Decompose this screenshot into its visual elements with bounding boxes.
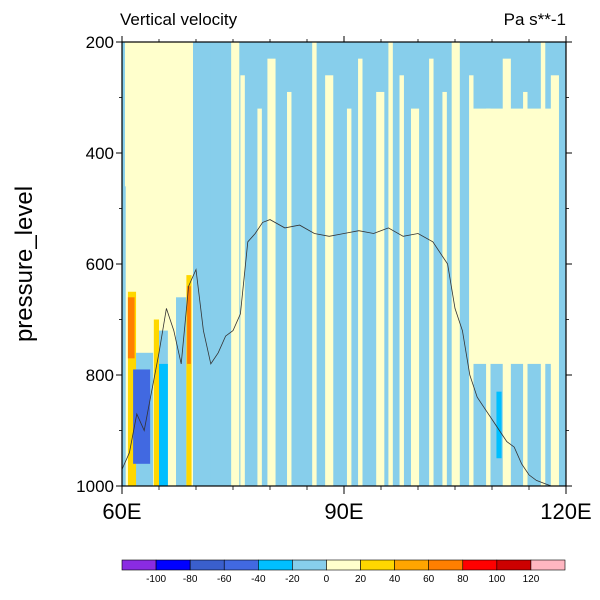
plot-area	[122, 42, 566, 486]
positive-stripe	[429, 58, 434, 486]
positive-stripe	[346, 108, 352, 486]
y-tick-label: 1000	[76, 477, 114, 496]
positive-stripe	[240, 75, 245, 486]
colorbar-label: -100	[146, 574, 166, 585]
colorbar-swatch	[530, 559, 566, 571]
colorbar-swatch	[496, 559, 532, 571]
colorbar-label: -20	[285, 574, 300, 585]
contour-layer	[122, 219, 566, 486]
colorbar-swatch	[428, 559, 464, 571]
colorbar-swatch	[121, 559, 157, 571]
colorbar-label: 80	[457, 574, 469, 585]
colorbar-label: -80	[183, 574, 198, 585]
west-negative-strip-a	[123, 186, 126, 486]
positive-stripe	[399, 75, 404, 486]
positive-stripe	[231, 42, 240, 486]
colorbar-swatch	[189, 559, 225, 571]
colorbar-swatch	[258, 559, 293, 571]
colorbar-swatch	[462, 559, 498, 571]
positive-stripe	[358, 58, 363, 486]
positive-stripe	[312, 42, 317, 486]
colorbar-label: 0	[324, 574, 330, 585]
colorbar-swatch	[360, 559, 395, 571]
positive-stripe	[267, 58, 276, 486]
positive-stripe	[376, 91, 385, 486]
colorbar-swatch	[155, 559, 191, 571]
positive-stripe	[410, 108, 420, 486]
x-tick-label: 120E	[540, 499, 591, 524]
colorbar-swatch	[394, 559, 429, 571]
west-negative-strip-d	[176, 297, 187, 486]
colorbar-label: 20	[355, 574, 367, 585]
y-tick-label: 200	[86, 33, 114, 52]
units-label: Pa s**-1	[504, 10, 566, 29]
x-tick-label: 90E	[324, 499, 363, 524]
positive-stripe	[287, 91, 292, 486]
positive-stripe	[451, 42, 460, 486]
colorbar-label: -40	[251, 574, 266, 585]
y-tick-label: 800	[86, 366, 114, 385]
colorbar-swatch	[326, 559, 361, 571]
y-tick-label: 600	[86, 255, 114, 274]
east-positive-patch	[469, 108, 552, 364]
mid-blue-core	[496, 391, 502, 459]
y-axis: 200 400 600 800 1000	[76, 33, 572, 496]
x-axis: 60E 90E 120E	[102, 36, 592, 524]
red-core-b	[187, 286, 191, 364]
positive-stripe	[257, 108, 262, 486]
orange-core-c	[186, 275, 192, 486]
y-axis-label: pressure_level	[11, 186, 38, 342]
y-tick-label: 400	[86, 144, 114, 163]
colorbar-swatch	[223, 559, 259, 571]
colorbar-label: -60	[217, 574, 232, 585]
positive-stripe	[550, 75, 559, 486]
colorbar-label: 60	[423, 574, 435, 585]
colorbar: -100 -80 -60 -40 -20 0 20 40 60 80 100 120	[121, 559, 566, 585]
colorbar-label: 100	[489, 574, 506, 585]
colorbar-label: 120	[523, 574, 540, 585]
chart-title: Vertical velocity	[120, 10, 238, 29]
colorbar-label: 40	[389, 574, 401, 585]
orange-core-b	[153, 319, 159, 486]
red-core-a	[127, 297, 135, 359]
blue-core	[159, 363, 168, 486]
colorbar-swatch	[292, 559, 327, 571]
positive-stripe	[325, 75, 334, 486]
positive-stripe	[388, 42, 393, 486]
orange-core-a	[127, 291, 137, 486]
surface-pressure-contour	[122, 219, 566, 486]
positive-stripe	[442, 91, 447, 486]
west-negative-strip-e	[193, 42, 211, 486]
deep-blue-core	[133, 369, 151, 464]
x-tick-label: 60E	[102, 499, 141, 524]
